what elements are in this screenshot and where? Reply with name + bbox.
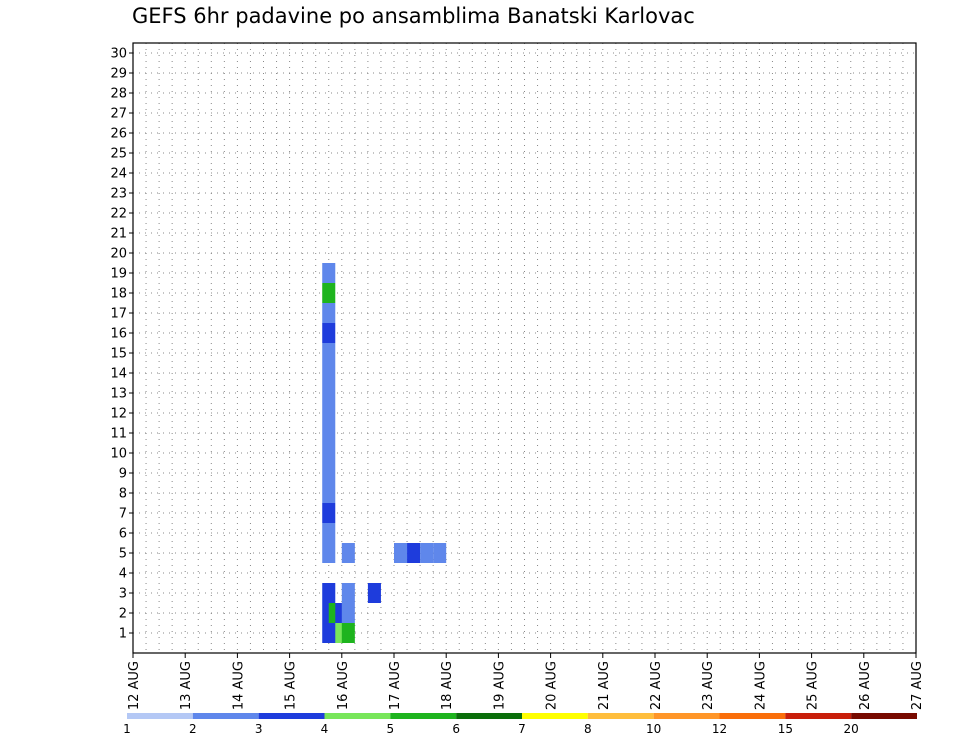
colorbar-label: 3 [255, 722, 263, 736]
colorbar-swatch [719, 713, 786, 719]
heatmap-cell [341, 603, 355, 623]
x-tick-label: 26 AUG [858, 661, 873, 710]
colorbar-swatch [456, 713, 522, 719]
y-tick-label: 8 [119, 487, 127, 502]
x-tick-label: 27 AUG [910, 661, 925, 710]
chart-title: GEFS 6hr padavine po ansamblima Banatski… [132, 4, 695, 28]
colorbar-label: 7 [518, 722, 526, 736]
colorbar-label: 4 [321, 722, 329, 736]
heatmap-cell [322, 443, 336, 463]
colorbar-swatch [127, 713, 193, 719]
y-tick-label: 11 [110, 427, 127, 442]
y-tick-label: 24 [110, 167, 127, 182]
y-tick-label: 14 [110, 367, 127, 382]
x-tick-label: 14 AUG [231, 661, 246, 710]
colorbar-label: 15 [778, 722, 793, 736]
y-tick-label: 19 [110, 267, 127, 282]
heatmap-cell [322, 323, 336, 343]
heatmap-cell [322, 463, 336, 483]
plot-frame [132, 42, 917, 654]
y-tick-label: 18 [110, 287, 127, 302]
x-tick-label: 12 AUG [127, 661, 142, 710]
y-tick-label: 9 [119, 467, 127, 482]
colorbar-label: 1 [123, 722, 131, 736]
x-tick-label: 13 AUG [179, 661, 194, 710]
heatmap-cell [322, 423, 336, 443]
heatmap-cell [322, 363, 336, 383]
y-tick-label: 23 [110, 187, 127, 202]
x-tick-label: 24 AUG [753, 661, 768, 710]
y-tick-label: 10 [110, 447, 127, 462]
colorbar-label: 8 [584, 722, 592, 736]
x-tick-label: 25 AUG [806, 661, 821, 710]
y-tick-label: 16 [110, 327, 127, 342]
y-tick-label: 25 [110, 147, 127, 162]
colorbar-swatch [390, 713, 457, 719]
y-tick-label: 2 [119, 607, 127, 622]
heatmap-cell [322, 383, 336, 403]
heatmap-cell [322, 483, 336, 503]
y-tick-label: 3 [119, 587, 127, 602]
x-tick-label: 18 AUG [440, 661, 455, 710]
colorbar-swatch [258, 713, 325, 719]
x-tick-label: 19 AUG [492, 661, 507, 710]
y-tick-label: 22 [110, 207, 127, 222]
heatmap-cell [341, 543, 355, 563]
colorbar-swatch [851, 713, 917, 719]
colorbar-label: 2 [189, 722, 197, 736]
colorbar-label: 12 [712, 722, 727, 736]
y-tick-label: 28 [110, 87, 127, 102]
x-tick-label: 23 AUG [701, 661, 716, 710]
heatmap-cell [433, 543, 447, 563]
y-tick-label: 1 [119, 627, 127, 642]
y-tick-label: 5 [119, 547, 127, 562]
x-tick-label: 22 AUG [649, 661, 664, 710]
heatmap-cell [322, 503, 336, 523]
x-tick-label: 16 AUG [336, 661, 351, 710]
heatmap-cell [322, 283, 336, 303]
heatmap-cell [322, 583, 336, 603]
y-tick-label: 20 [110, 247, 127, 262]
heatmap-cell [322, 263, 336, 283]
colorbar-swatch [653, 713, 720, 719]
y-tick-label: 26 [110, 127, 127, 142]
heatmap-cell [322, 343, 336, 363]
heatmap-cell [322, 403, 336, 423]
colorbar-swatch [785, 713, 852, 719]
y-tick-label: 30 [110, 47, 127, 62]
heatmap-cell [322, 523, 336, 543]
colorbar-swatch [324, 713, 391, 719]
x-tick-label: 15 AUG [284, 661, 299, 710]
heatmap-cell [322, 543, 336, 563]
colorbar-swatch [522, 713, 588, 719]
x-tick-label: 21 AUG [597, 661, 612, 710]
colorbar-swatch [587, 713, 654, 719]
x-tick-label: 17 AUG [388, 661, 403, 710]
heatmap-cell [322, 303, 336, 323]
y-tick-label: 7 [119, 507, 127, 522]
colorbar-label: 10 [646, 722, 661, 736]
heatmap-cell [367, 583, 381, 603]
heatmap-cell [407, 543, 421, 563]
heatmap-cell [420, 543, 434, 563]
colorbar-label: 6 [452, 722, 460, 736]
y-tick-label: 15 [110, 347, 127, 362]
y-tick-label: 6 [119, 527, 127, 542]
y-tick-label: 29 [110, 67, 127, 82]
colorbar-swatch [192, 713, 259, 719]
colorbar-label: 20 [844, 722, 859, 736]
y-tick-label: 27 [110, 107, 127, 122]
colorbar-label: 5 [387, 722, 395, 736]
y-tick-label: 4 [119, 567, 127, 582]
y-tick-label: 17 [110, 307, 127, 322]
y-tick-label: 21 [110, 227, 127, 242]
y-tick-label: 13 [110, 387, 127, 402]
heatmap-cell [341, 583, 355, 603]
y-tick-label: 12 [110, 407, 127, 422]
heatmap-cell [394, 543, 408, 563]
x-tick-label: 20 AUG [545, 661, 560, 710]
heatmap-cell [341, 623, 355, 643]
